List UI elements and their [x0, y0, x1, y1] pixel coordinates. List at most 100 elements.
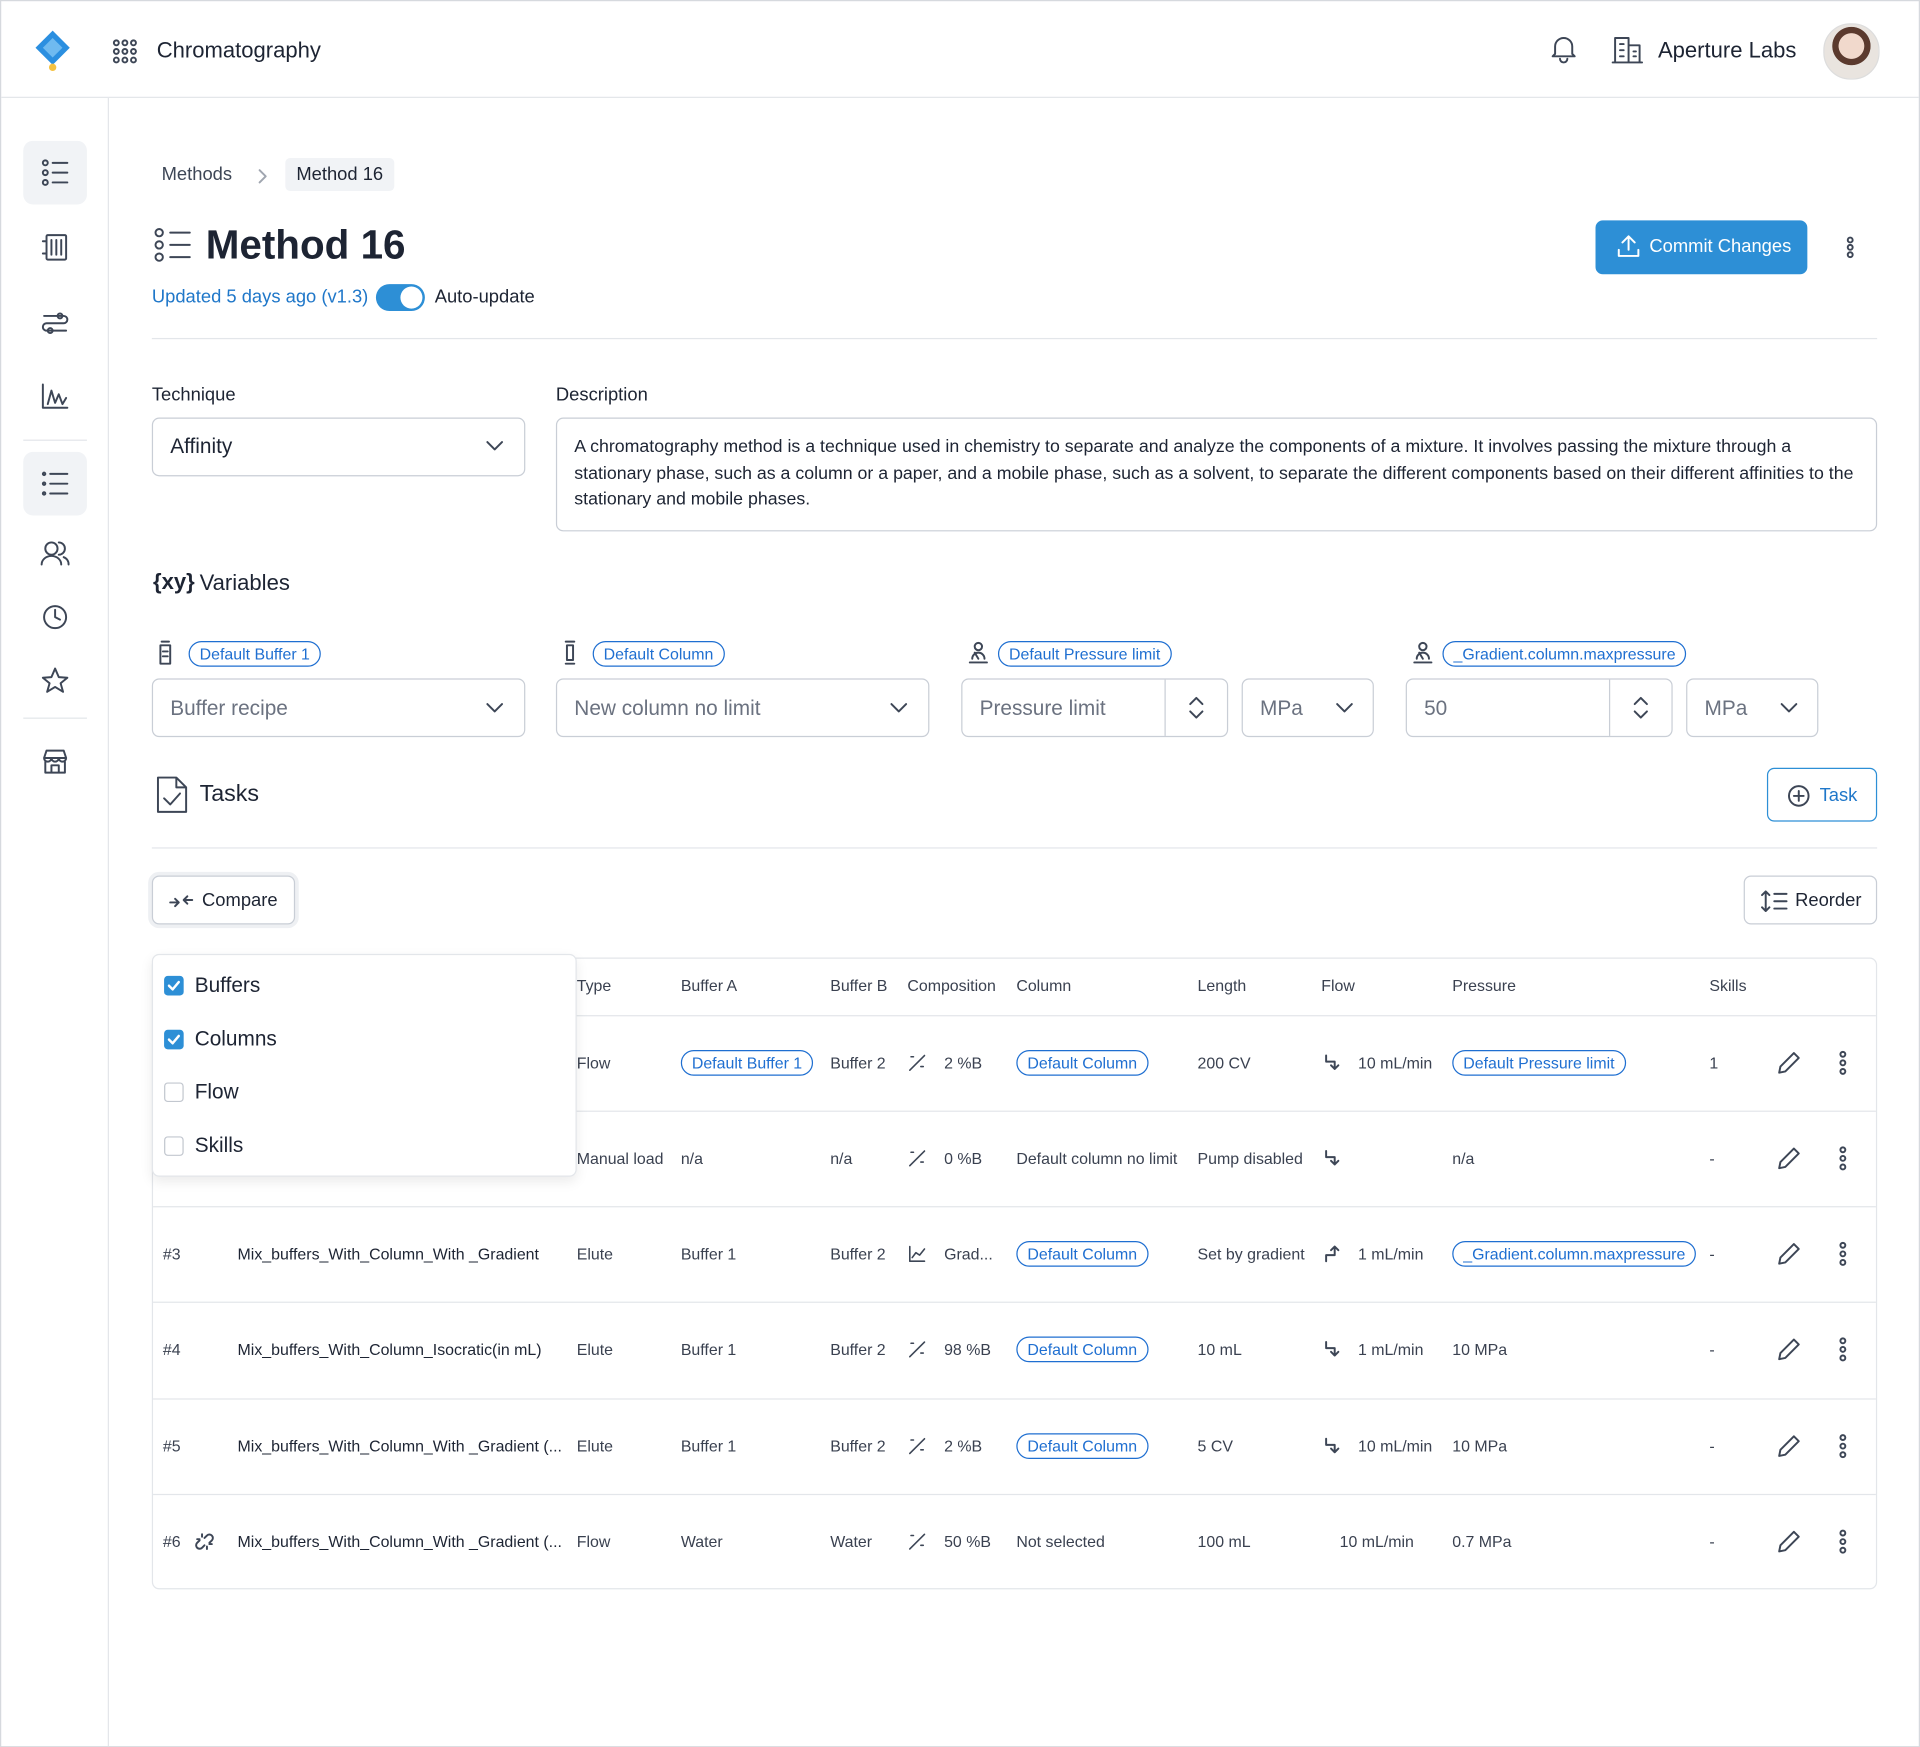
cell-buffer-b: Buffer 2 — [830, 1244, 886, 1264]
edit-button[interactable] — [1778, 1147, 1800, 1170]
variable-number[interactable]: 50 — [1405, 678, 1673, 738]
unit-value: MPa — [1260, 696, 1303, 721]
cell-buffer-b: Buffer 2 — [830, 1436, 886, 1456]
column-header: Column — [1016, 976, 1072, 995]
cell-length: 10 mL — [1197, 1340, 1242, 1359]
variable-chip: Default Column — [1016, 1050, 1149, 1076]
variable-select[interactable]: New column no limit — [555, 678, 930, 738]
variable-tag: Default Buffer 1 — [188, 641, 321, 667]
variable-number[interactable]: Pressure limit — [961, 678, 1229, 738]
edit-button[interactable] — [1778, 1243, 1800, 1265]
cell-buffer-a: Water — [680, 1532, 723, 1551]
avatar[interactable] — [1823, 23, 1880, 80]
chevron — [890, 703, 908, 713]
nav-store[interactable] — [42, 748, 69, 775]
cell-composition: 2 %B — [944, 1436, 983, 1456]
edit-button[interactable] — [1778, 1530, 1800, 1553]
checkbox-checked[interactable] — [164, 975, 184, 996]
row-menu[interactable] — [1839, 1529, 1847, 1554]
cell-pressure: 10 MPa — [1452, 1340, 1508, 1359]
logo[interactable] — [33, 28, 75, 72]
nav-history[interactable] — [42, 604, 69, 631]
cell-flow: 10 mL/min — [1357, 1436, 1433, 1456]
nav-flows[interactable] — [41, 310, 69, 337]
option-label[interactable]: Skills — [194, 1133, 244, 1157]
row-divider — [153, 1493, 1876, 1496]
column-header: Pressure — [1452, 976, 1516, 995]
option-label[interactable]: Columns — [194, 1026, 277, 1051]
cell-type: Elute — [576, 1340, 614, 1359]
cell-skills: - — [1709, 1340, 1715, 1359]
option-label[interactable]: Buffers — [194, 973, 261, 997]
checkbox[interactable] — [164, 1135, 184, 1156]
edit-button[interactable] — [1778, 1052, 1800, 1074]
cell-composition: 2 %B — [944, 1053, 983, 1073]
description-field[interactable]: A chromatography method is a technique u… — [555, 417, 1878, 532]
topbar-border — [1, 96, 1919, 98]
cell-column: Not selected — [1016, 1532, 1105, 1551]
sidebar-border — [107, 97, 109, 1747]
nav-devices[interactable] — [41, 234, 70, 261]
nav-analytics[interactable] — [41, 383, 69, 410]
cell-buffer-b: n/a — [830, 1149, 853, 1168]
breadcrumb-link[interactable]: Methods — [161, 164, 233, 185]
stepper[interactable] — [1633, 696, 1648, 719]
cell-type: Elute — [576, 1436, 614, 1456]
cell-type: Elute — [576, 1244, 614, 1264]
cell-buffer-a: Buffer 1 — [680, 1340, 737, 1359]
nav-methods[interactable] — [41, 159, 69, 186]
updated-info[interactable]: Updated 5 days ago (v1.3) — [151, 286, 369, 308]
notifications[interactable] — [1551, 36, 1576, 64]
edit-button[interactable] — [1778, 1338, 1800, 1361]
checkbox[interactable] — [164, 1082, 184, 1103]
compare-button[interactable]: Compare — [151, 875, 296, 925]
column-header: Buffer B — [830, 976, 888, 995]
nav-favorites[interactable] — [41, 667, 69, 694]
technique-value: Affinity — [170, 434, 233, 458]
more-menu[interactable] — [1846, 236, 1854, 259]
unit-select[interactable]: MPa — [1686, 678, 1819, 738]
option-label[interactable]: Flow — [194, 1080, 239, 1104]
row-menu[interactable] — [1839, 1337, 1847, 1362]
cell-length: 5 CV — [1197, 1436, 1233, 1456]
cell-composition: 98 %B — [944, 1340, 991, 1359]
cell-buffer-a: Buffer 1 — [680, 1244, 737, 1264]
task-name: Mix_buffers_With_Column_Isocratic(in mL) — [237, 1340, 542, 1359]
column-header: Type — [576, 976, 612, 995]
edit-button[interactable] — [1778, 1435, 1800, 1457]
nav-users[interactable] — [40, 540, 70, 567]
row-menu[interactable] — [1839, 1434, 1847, 1459]
variable-select[interactable]: Buffer recipe — [151, 678, 526, 738]
variable-tag: Default Column — [592, 641, 725, 667]
unit-value: MPa — [1704, 696, 1748, 721]
chevron — [486, 703, 504, 713]
row-menu[interactable] — [1839, 1241, 1847, 1266]
row-menu[interactable] — [1839, 1146, 1847, 1171]
task-id: #3 — [162, 1244, 181, 1264]
unit-select[interactable]: MPa — [1241, 678, 1374, 738]
stepper[interactable] — [1189, 696, 1204, 719]
add-task-button[interactable]: Task — [1766, 767, 1878, 822]
flow-icon — [1325, 1341, 1340, 1357]
technique-select[interactable]: Affinity — [151, 417, 526, 477]
cell-flow: 1 mL/min — [1357, 1340, 1424, 1359]
composition-icon — [909, 1054, 926, 1072]
nav-list[interactable] — [41, 470, 69, 497]
checkbox-checked[interactable] — [164, 1029, 184, 1049]
commit-button[interactable]: Commit Changes — [1595, 220, 1808, 275]
reorder-button[interactable]: Reorder — [1743, 875, 1878, 925]
org-name[interactable]: Aperture Labs — [1657, 37, 1797, 63]
chevron — [1336, 703, 1353, 713]
toggle[interactable] — [375, 284, 425, 312]
cell-type: Flow — [576, 1053, 611, 1073]
row-menu[interactable] — [1839, 1050, 1847, 1075]
sidebar-divider — [23, 439, 87, 441]
chevron — [1780, 703, 1798, 713]
description-text: A chromatography method is a technique u… — [574, 437, 1854, 510]
variable-tag: Default Pressure limit — [997, 641, 1172, 667]
apps-icon[interactable] — [112, 39, 137, 64]
org-icon[interactable] — [1611, 36, 1644, 65]
cell-column: Default column no limit — [1016, 1149, 1178, 1168]
task-id: #6 — [162, 1532, 181, 1551]
technique-label: Technique — [151, 384, 236, 406]
